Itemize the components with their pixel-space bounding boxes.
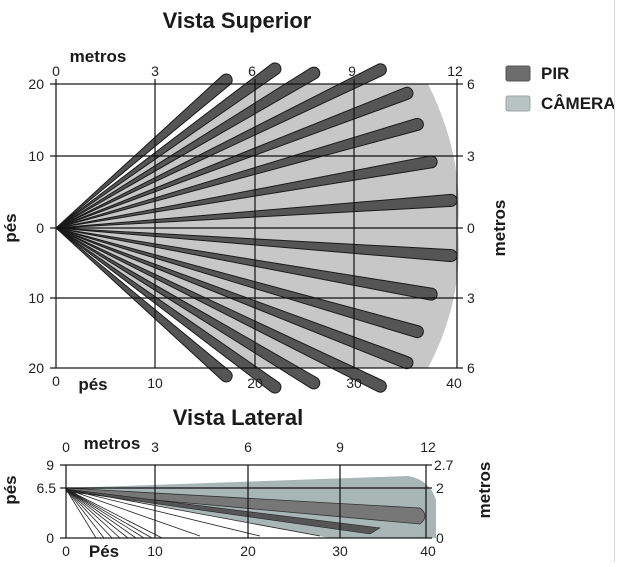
top-axis-tick-3: 3 [151, 63, 159, 79]
side-fan-line [65, 488, 163, 539]
top-view-right-axis-label: metros [490, 200, 509, 257]
top-left-tick-20b: 20 [28, 360, 44, 376]
pir-beam [55, 227, 387, 393]
side-top-tick-12: 12 [420, 439, 436, 455]
page-divider [614, 0, 615, 562]
side-bottom-tick-40: 40 [420, 543, 436, 559]
top-axis-tick-0: 0 [52, 63, 60, 79]
pir-beam [55, 117, 424, 229]
pir-beam [55, 66, 321, 229]
top-bottom-tick-0: 0 [52, 373, 60, 389]
legend-pir-swatch [505, 65, 531, 82]
side-view-feet-label: Pés [89, 542, 119, 561]
side-left-tick-0: 0 [46, 530, 54, 546]
pir-beam [55, 227, 424, 339]
top-bottom-tick-20: 20 [247, 375, 263, 391]
pir-beam [55, 227, 321, 390]
side-view-frame [60, 464, 432, 539]
top-camera-coverage [56, 84, 459, 368]
top-view-left-axis-label: pés [1, 213, 20, 242]
side-right-tick-0: 0 [436, 530, 444, 546]
side-fan-line [65, 488, 153, 539]
top-bottom-tick-30: 30 [346, 375, 362, 391]
side-fan-line [65, 488, 121, 539]
top-bottom-tick-10: 10 [147, 375, 163, 391]
top-left-tick-10b: 10 [28, 290, 44, 306]
top-view-frame [50, 79, 463, 369]
side-fan-line [65, 488, 97, 539]
side-right-tick-2: 2 [436, 480, 444, 496]
side-left-tick-9: 9 [46, 457, 54, 473]
top-right-tick-3a: 3 [467, 148, 475, 164]
side-top-tick-6: 6 [244, 439, 252, 455]
side-view-right-axis-label: metros [475, 462, 494, 519]
pir-beam [55, 227, 282, 394]
side-fan-line [65, 488, 201, 537]
top-axis-tick-9: 9 [348, 63, 356, 79]
side-fan-line [65, 488, 137, 539]
top-view-title: Vista Superior [163, 8, 312, 33]
top-left-tick-10a: 10 [28, 148, 44, 164]
side-fan-line [65, 488, 113, 539]
side-bottom-tick-20: 20 [240, 543, 256, 559]
top-view-feet-label: pés [78, 375, 107, 394]
side-view-left-axis-label: pés [1, 475, 20, 504]
top-left-tick-0: 0 [36, 220, 44, 236]
side-top-tick-9: 9 [336, 439, 344, 455]
top-view-meters-label: metros [70, 47, 127, 66]
pir-beam [55, 227, 233, 383]
side-bottom-tick-10: 10 [147, 543, 163, 559]
side-fan-line [65, 488, 261, 537]
side-right-tick-2-7: 2.7 [434, 457, 454, 473]
pir-beam [55, 63, 387, 229]
top-right-tick-0: 0 [467, 220, 475, 236]
top-right-tick-6b: 6 [467, 360, 475, 376]
side-pir-beams [65, 487, 426, 539]
top-right-tick-6a: 6 [467, 76, 475, 92]
side-view-meters-label: metros [84, 434, 141, 453]
side-fan-line [65, 488, 145, 539]
top-right-tick-3b: 3 [467, 290, 475, 306]
side-view-title: Vista Lateral [173, 405, 303, 430]
pir-beam [55, 62, 282, 229]
top-pir-beams [55, 62, 458, 394]
side-fan-line [65, 488, 321, 537]
top-left-tick-20a: 20 [28, 76, 44, 92]
top-bottom-tick-40: 40 [446, 375, 462, 391]
legend-camera-label: CÂMERA [541, 94, 616, 113]
pir-beam [55, 86, 414, 229]
side-top-tick-3: 3 [151, 439, 159, 455]
side-fan-line [65, 488, 129, 539]
pir-beam [55, 227, 438, 301]
side-bottom-tick-0: 0 [62, 543, 70, 559]
side-fan-line [65, 488, 105, 539]
legend-pir-label: PIR [541, 64, 569, 83]
side-left-tick-6-5: 6.5 [37, 480, 57, 496]
top-axis-tick-12: 12 [447, 63, 463, 79]
side-downward-beams [65, 488, 321, 539]
top-axis-tick-6: 6 [248, 63, 256, 79]
side-top-tick-0: 0 [62, 439, 70, 455]
side-bottom-tick-30: 30 [332, 543, 348, 559]
legend-camera-swatch [505, 95, 531, 112]
